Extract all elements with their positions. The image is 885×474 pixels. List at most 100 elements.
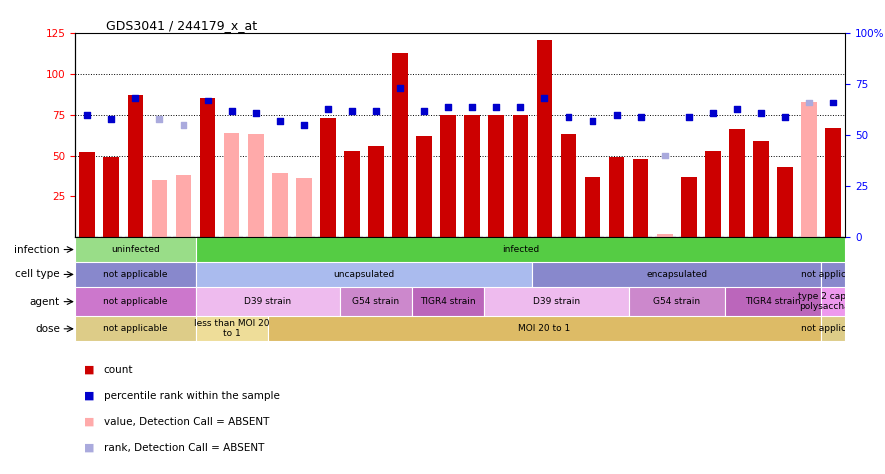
Bar	[628, 287, 725, 316]
Bar	[104, 157, 119, 237]
Point	[81, 111, 95, 118]
Text: less than MOI 20
to 1: less than MOI 20 to 1	[194, 319, 269, 338]
Bar	[344, 151, 359, 237]
Text: ■: ■	[84, 417, 95, 427]
Text: MOI 20 to 1: MOI 20 to 1	[519, 324, 571, 333]
Bar	[196, 287, 340, 316]
Bar	[533, 262, 821, 287]
Text: GDS3041 / 244179_x_at: GDS3041 / 244179_x_at	[106, 19, 258, 32]
Text: TIGR4 strain: TIGR4 strain	[745, 297, 801, 306]
Text: ■: ■	[84, 443, 95, 453]
Bar	[200, 99, 215, 237]
Bar	[368, 146, 384, 237]
Bar	[196, 262, 533, 287]
Point	[273, 117, 287, 125]
Bar	[561, 134, 576, 237]
Bar	[224, 133, 240, 237]
Text: not applicable: not applicable	[801, 270, 866, 279]
Bar	[340, 287, 412, 316]
Point	[393, 84, 407, 92]
Text: ■: ■	[84, 365, 95, 375]
Point	[658, 152, 672, 159]
Bar	[75, 262, 196, 287]
Bar	[753, 141, 769, 237]
Bar	[320, 118, 335, 237]
Point	[441, 103, 455, 110]
Point	[754, 109, 768, 117]
Point	[561, 113, 575, 120]
Point	[152, 115, 166, 123]
Point	[320, 105, 335, 112]
Text: uncapsulated: uncapsulated	[334, 270, 395, 279]
Bar	[441, 115, 456, 237]
Bar	[821, 316, 845, 341]
Text: type 2 capsular
polysaccharide: type 2 capsular polysaccharide	[798, 292, 868, 311]
Point	[730, 105, 744, 112]
Text: encapsulated: encapsulated	[646, 270, 707, 279]
Point	[826, 99, 840, 106]
Text: agent: agent	[30, 297, 60, 307]
Point	[586, 117, 600, 125]
Point	[417, 107, 431, 114]
Bar	[75, 316, 196, 341]
Text: percentile rank within the sample: percentile rank within the sample	[104, 391, 280, 401]
Point	[369, 107, 383, 114]
Point	[489, 103, 504, 110]
Bar	[80, 152, 95, 237]
Text: ■: ■	[84, 391, 95, 401]
Bar	[267, 316, 821, 341]
Text: uninfected: uninfected	[111, 245, 160, 254]
Bar	[392, 53, 408, 237]
Point	[249, 109, 263, 117]
Bar	[705, 151, 720, 237]
Bar	[272, 173, 288, 237]
Bar	[127, 95, 143, 237]
Bar	[465, 115, 480, 237]
Point	[466, 103, 480, 110]
Text: D39 strain: D39 strain	[533, 297, 580, 306]
Bar	[196, 316, 267, 341]
Text: infected: infected	[502, 245, 539, 254]
Point	[705, 109, 720, 117]
Bar	[826, 128, 841, 237]
Text: value, Detection Call = ABSENT: value, Detection Call = ABSENT	[104, 417, 269, 427]
Text: G54 strain: G54 strain	[352, 297, 399, 306]
Bar	[777, 167, 793, 237]
Bar	[633, 159, 649, 237]
Point	[778, 113, 792, 120]
Bar	[681, 177, 696, 237]
Point	[345, 107, 359, 114]
Point	[681, 113, 696, 120]
Text: dose: dose	[35, 324, 60, 334]
Bar	[729, 129, 744, 237]
Bar	[296, 178, 312, 237]
Bar	[821, 287, 845, 316]
Text: rank, Detection Call = ABSENT: rank, Detection Call = ABSENT	[104, 443, 264, 453]
Bar	[176, 175, 191, 237]
Bar	[725, 287, 821, 316]
Text: count: count	[104, 365, 133, 375]
Text: TIGR4 strain: TIGR4 strain	[420, 297, 476, 306]
Point	[225, 107, 239, 114]
Text: not applicable: not applicable	[104, 324, 167, 333]
Point	[610, 111, 624, 118]
Bar	[412, 287, 484, 316]
Point	[513, 103, 527, 110]
Text: cell type: cell type	[15, 269, 60, 280]
Point	[176, 121, 190, 129]
Bar	[75, 287, 196, 316]
Text: infection: infection	[14, 245, 60, 255]
Point	[802, 99, 816, 106]
Bar	[657, 234, 673, 237]
Bar	[585, 177, 600, 237]
Point	[537, 95, 551, 102]
Text: not applicable: not applicable	[801, 324, 866, 333]
Point	[201, 97, 215, 104]
Point	[634, 113, 648, 120]
Text: G54 strain: G54 strain	[653, 297, 700, 306]
Point	[104, 115, 119, 123]
Bar	[196, 237, 845, 262]
Text: D39 strain: D39 strain	[244, 297, 291, 306]
Text: not applicable: not applicable	[104, 297, 167, 306]
Bar	[416, 136, 432, 237]
